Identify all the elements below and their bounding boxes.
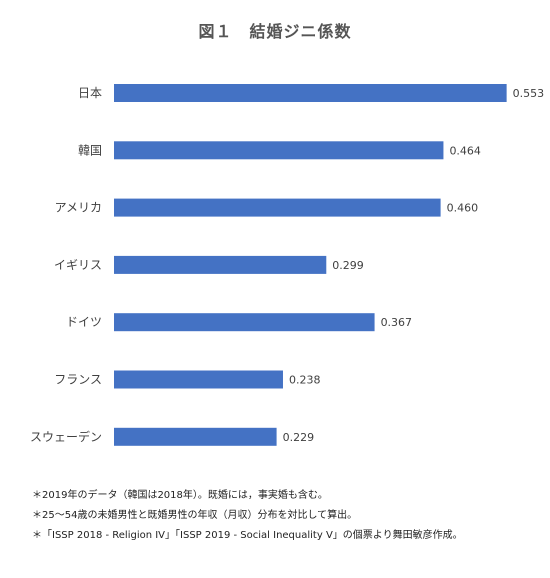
bar [114,370,283,389]
category-label: 日本 [78,86,102,100]
value-label: 0.553 [513,87,545,100]
footnote-source: ＊「ISSP 2018 - Religion IV」「ISSP 2019 - S… [32,530,463,541]
footnotes: ＊2019年のデータ（韓国は2018年）。既婚には，事実婚も含む。 ＊25～54… [32,486,542,546]
footnote-method: ＊25～54歳の未婚男性と既婚男性の年収（月収）分布を対比して算出。 [32,510,358,521]
category-label: フランス [54,373,102,387]
chart-title: 図１ 結婚ジニ係数 [198,22,352,41]
value-label: 0.299 [332,259,364,272]
bar-chart: 日本 0.553 韓国 0.464 アメリカ 0.460 イギリス 0.299 ドイツ 0.367… [30,84,545,446]
value-label: 0.460 [447,202,479,215]
value-label: 0.229 [283,431,315,444]
bar [114,84,507,102]
value-label: 0.238 [289,374,321,387]
bar [114,141,444,160]
bar [114,255,327,274]
value-label: 0.464 [449,144,481,157]
category-label: イギリス [54,258,102,272]
bar [114,427,277,446]
bar [114,198,441,217]
category-label: ドイツ [66,315,102,329]
value-label: 0.367 [381,316,413,329]
category-label: スウェーデン [30,429,102,444]
category-label: アメリカ [55,201,102,215]
bar [114,313,375,332]
footnote-data-year: ＊2019年のデータ（韓国は2018年）。既婚には，事実婚も含む。 [32,490,328,501]
category-label: 韓国 [78,143,102,157]
